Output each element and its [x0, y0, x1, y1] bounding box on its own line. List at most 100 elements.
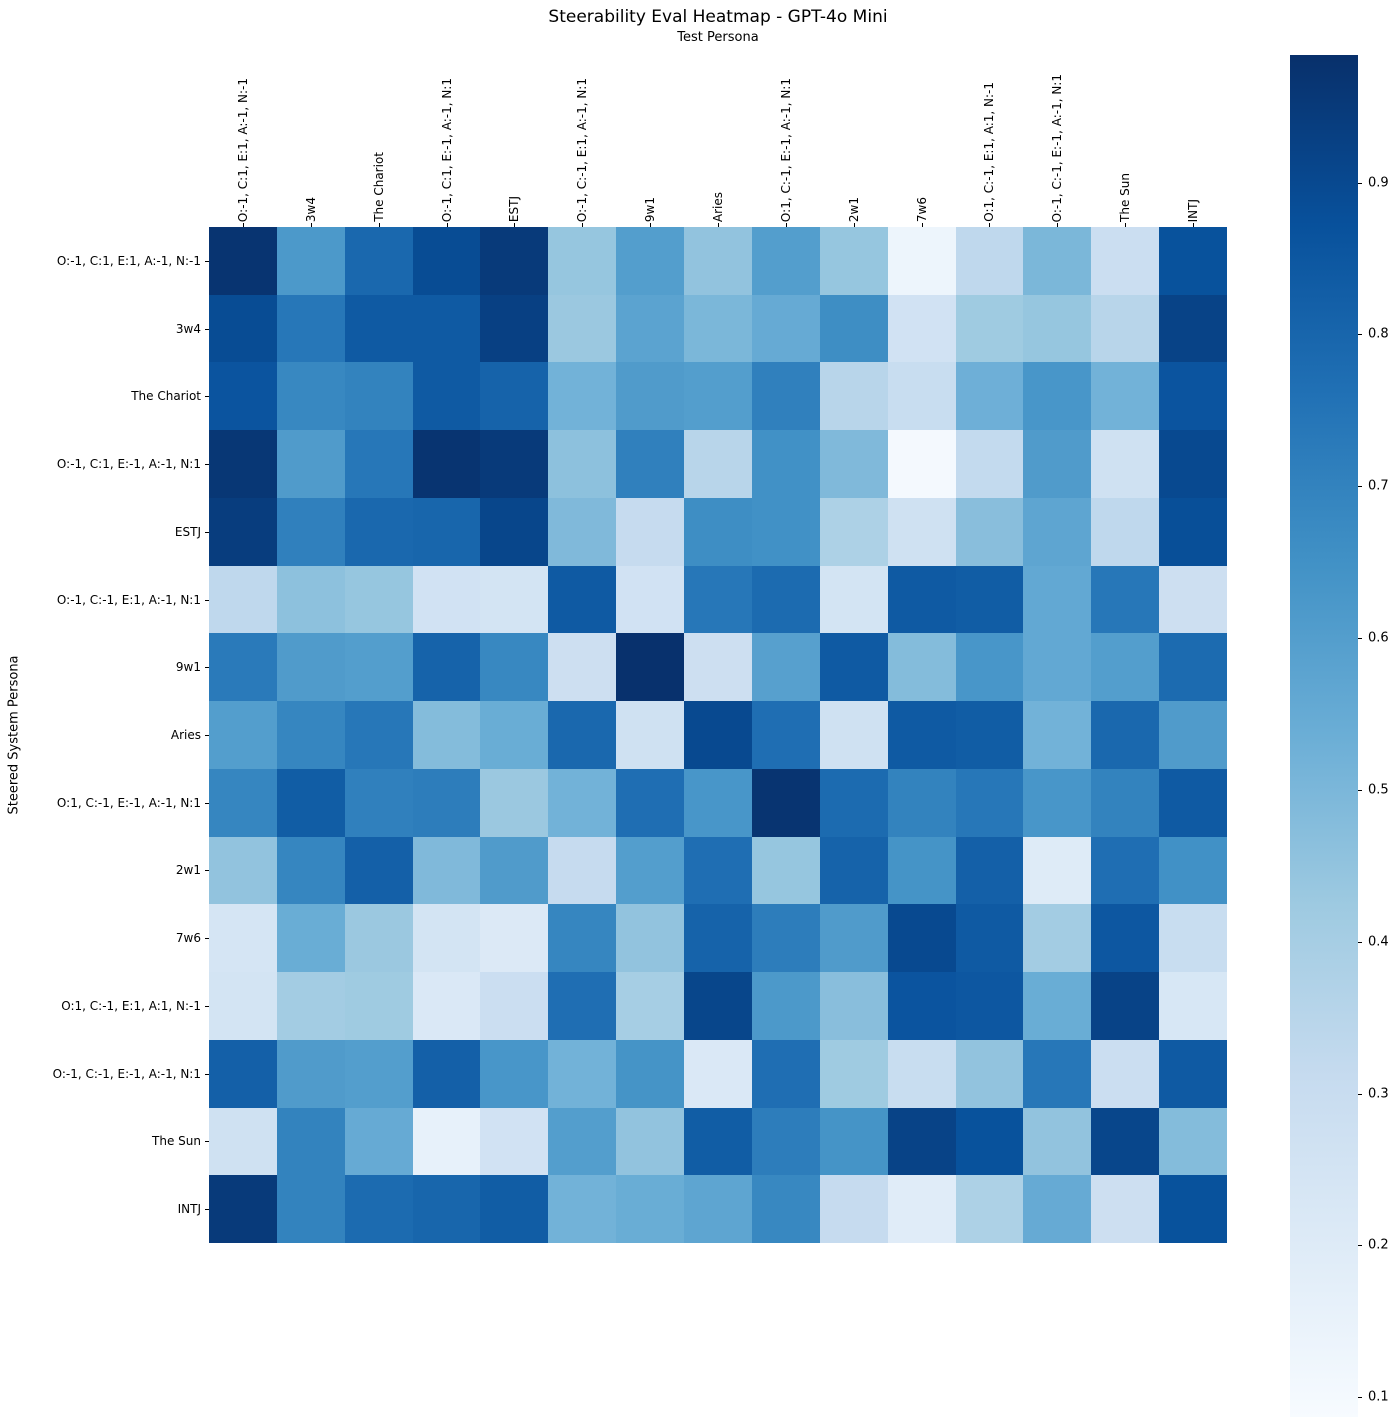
colorbar-tick-mark: [1358, 1093, 1362, 1095]
x-tick-mark: [989, 223, 991, 227]
heatmap-cell: [1023, 362, 1092, 431]
y-tick-label: Aries: [170, 728, 201, 742]
heatmap-cell: [819, 1039, 888, 1108]
heatmap-cell: [616, 633, 685, 702]
heatmap-cell: [1159, 294, 1227, 363]
x-tick-mark: [650, 223, 652, 227]
heatmap-cell: [1023, 904, 1092, 973]
heatmap-cell: [1091, 1107, 1160, 1176]
heatmap-cell: [1159, 565, 1227, 634]
heatmap-cell: [887, 1039, 956, 1108]
heatmap-grid: [209, 227, 1227, 1243]
heatmap-cell: [751, 227, 820, 295]
y-tick-label: O:-1, C:1, E:-1, A:-1, N:1: [56, 457, 201, 472]
colorbar-tick-mark: [1358, 789, 1362, 791]
heatmap-cell: [480, 294, 549, 363]
heatmap-cell: [548, 1039, 617, 1108]
y-tick-mark: [205, 870, 209, 872]
heatmap-cell: [751, 1039, 820, 1108]
x-tick-mark: [310, 223, 312, 227]
heatmap-cell: [684, 430, 752, 498]
heatmap-cell: [412, 701, 481, 769]
heatmap-cell: [209, 565, 277, 634]
y-tick-mark: [205, 260, 209, 262]
colorbar-tick-mark: [1358, 486, 1362, 488]
y-tick-label: 7w6: [175, 931, 201, 946]
heatmap-cell: [412, 565, 481, 634]
x-tick-mark: [378, 223, 380, 227]
y-tick-mark: [205, 396, 209, 398]
y-tick-mark: [205, 464, 209, 466]
heatmap-cell: [616, 836, 685, 905]
heatmap-cell: [548, 362, 617, 431]
heatmap-cell: [819, 701, 888, 769]
y-tick-label: O:1, C:-1, E:1, A:1, N:-1: [61, 998, 201, 1013]
heatmap-cell: [819, 497, 888, 566]
colorbar-tick-label: 0.5: [1368, 782, 1389, 798]
heatmap-cell: [209, 701, 277, 769]
heatmap-cell: [548, 972, 617, 1040]
x-axis-label: Test Persona: [677, 30, 759, 45]
x-tick-label: O:-1, C:-1, E:1, A:-1, N:1: [575, 77, 590, 222]
y-tick-label: ESTJ: [174, 524, 201, 539]
heatmap-cell: [344, 565, 413, 634]
colorbar-tick-label: 0.6: [1368, 630, 1389, 646]
colorbar-tick-label: 0.2: [1368, 1237, 1389, 1253]
heatmap-cell: [887, 768, 956, 837]
heatmap-cell: [819, 904, 888, 973]
heatmap-cell: [480, 768, 549, 837]
heatmap-cell: [548, 904, 617, 973]
heatmap-cell: [276, 497, 345, 566]
heatmap-cell: [1023, 1039, 1092, 1108]
x-tick-mark: [582, 223, 584, 227]
heatmap-cell: [209, 294, 277, 363]
x-tick-label: 2w1: [846, 196, 861, 222]
y-tick-mark: [205, 1141, 209, 1143]
heatmap-cell: [955, 497, 1024, 566]
heatmap-cell: [616, 1107, 685, 1176]
heatmap-cell: [1091, 1175, 1160, 1243]
heatmap-cell: [819, 430, 888, 498]
heatmap-cell: [1023, 633, 1092, 702]
heatmap-cell: [412, 294, 481, 363]
heatmap-cell: [819, 768, 888, 837]
heatmap-cell: [1023, 227, 1092, 295]
y-tick-mark: [205, 667, 209, 669]
x-tick-mark: [1125, 223, 1127, 227]
heatmap-cell: [684, 1175, 752, 1243]
heatmap-cell: [1091, 633, 1160, 702]
heatmap-cell: [1091, 904, 1160, 973]
heatmap-cell: [412, 836, 481, 905]
heatmap-cell: [955, 1039, 1024, 1108]
heatmap-cell: [1159, 904, 1227, 973]
y-tick-label: The Chariot: [131, 389, 201, 404]
x-tick-mark: [242, 223, 244, 227]
colorbar-tick-label: 0.4: [1368, 934, 1389, 950]
x-tick-mark: [1057, 223, 1059, 227]
heatmap-cell: [344, 1039, 413, 1108]
heatmap-cell: [209, 633, 277, 702]
x-tick-mark: [514, 223, 516, 227]
y-tick-mark: [205, 1073, 209, 1075]
heatmap-cell: [819, 1175, 888, 1243]
colorbar-tick-mark: [1358, 1397, 1362, 1399]
heatmap-cell: [751, 904, 820, 973]
heatmap-cell: [209, 362, 277, 431]
heatmap-cell: [955, 294, 1024, 363]
heatmap-cell: [480, 701, 549, 769]
y-tick-mark: [205, 735, 209, 736]
x-tick-label: INTJ: [1185, 198, 1200, 222]
heatmap-cell: [955, 430, 1024, 498]
heatmap-cell: [616, 227, 685, 295]
heatmap-cell: [955, 362, 1024, 431]
heatmap-cell: [955, 1107, 1024, 1176]
heatmap-cell: [412, 497, 481, 566]
heatmap-cell: [1159, 633, 1227, 702]
heatmap-cell: [616, 1175, 685, 1243]
heatmap-cell: [955, 836, 1024, 905]
heatmap-cell: [955, 701, 1024, 769]
y-tick-label: 9w1: [175, 660, 201, 675]
heatmap-cell: [1023, 565, 1092, 634]
heatmap-cell: [1091, 836, 1160, 905]
heatmap-cell: [684, 904, 752, 973]
